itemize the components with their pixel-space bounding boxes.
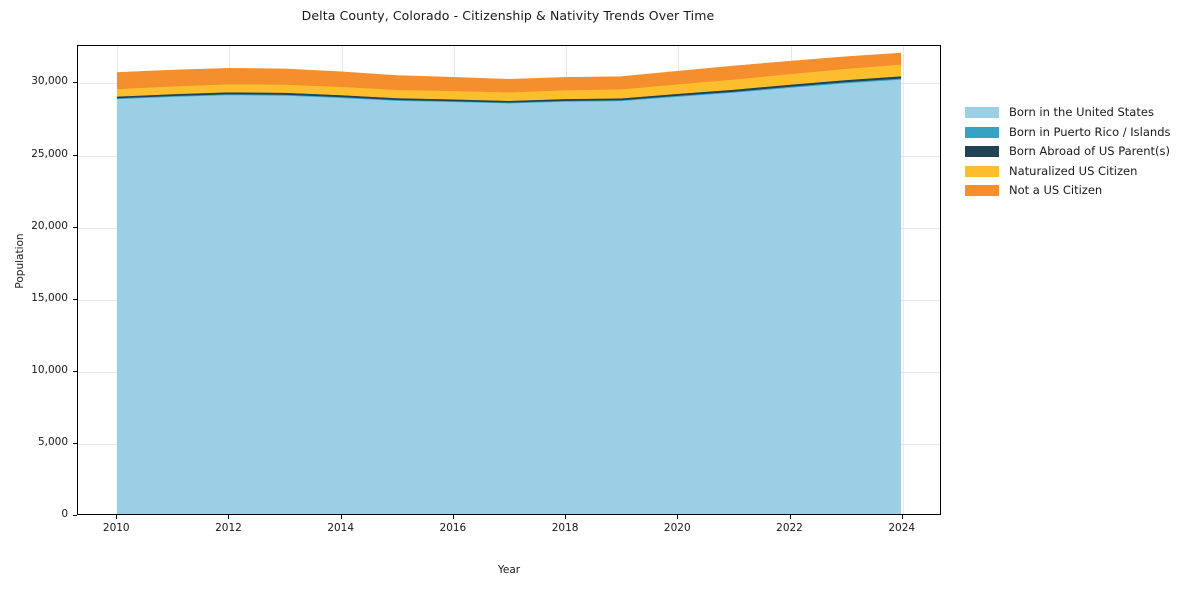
- legend-label: Born in the United States: [1009, 105, 1154, 119]
- legend-color-swatch: [965, 185, 999, 197]
- legend-item[interactable]: Born Abroad of US Parent(s): [965, 142, 1171, 162]
- legend-color-swatch: [965, 146, 999, 158]
- gridline-vertical: [902, 46, 904, 514]
- chart-title: Delta County, Colorado - Citizenship & N…: [301, 8, 715, 23]
- x-axis-label: Year: [497, 564, 521, 576]
- y-axis-tick-mark: [73, 370, 77, 372]
- legend-label: Naturalized US Citizen: [1009, 163, 1138, 178]
- x-axis-tick-mark: [452, 515, 454, 519]
- legend-item[interactable]: Born in Puerto Rico / Islands: [965, 123, 1171, 143]
- legend-color-swatch: [965, 165, 999, 177]
- stacked-area-plot: [116, 52, 902, 514]
- x-axis-tick-label: 2014: [327, 522, 355, 534]
- x-axis-tick-mark: [116, 515, 118, 519]
- legend-color-swatch: [965, 107, 999, 119]
- y-axis-tick-mark: [73, 154, 77, 156]
- y-axis-tick-mark: [73, 82, 77, 84]
- x-axis-tick-label: 2018: [551, 522, 579, 534]
- y-axis-tick-label: 10,000: [31, 363, 68, 376]
- y-axis-tick-label: 0: [61, 508, 68, 520]
- area-series: [116, 78, 902, 514]
- area-series: [116, 52, 902, 93]
- x-axis-tick-label: 2022: [776, 522, 803, 534]
- x-axis-tick-mark: [901, 515, 903, 519]
- y-axis-tick-label: 30,000: [31, 75, 68, 88]
- y-axis-tick-label: 20,000: [31, 219, 68, 232]
- y-axis-tick-mark: [73, 515, 77, 516]
- legend-label: Not a US Citizen: [1009, 183, 1103, 197]
- legend-label: Born Abroad of US Parent(s): [1009, 144, 1170, 158]
- x-axis-tick-label: 2010: [102, 522, 130, 534]
- legend-item[interactable]: Born in the United States: [965, 103, 1171, 123]
- legend-item[interactable]: Not a US Citizen: [965, 181, 1171, 201]
- x-axis-tick-label: 2020: [663, 522, 691, 534]
- x-axis-tick-mark: [677, 515, 679, 519]
- x-axis-tick-label: 2024: [888, 522, 916, 534]
- plot-area: [77, 45, 941, 515]
- x-axis-tick-label: 2012: [215, 522, 242, 534]
- x-axis-tick-label: 2016: [439, 522, 467, 534]
- y-axis-tick-label: 5,000: [37, 435, 68, 448]
- y-axis-tick-mark: [73, 298, 77, 300]
- legend-label: Born in Puerto Rico / Islands: [1009, 124, 1171, 139]
- y-axis-tick-mark: [73, 442, 77, 444]
- y-axis-label: Population: [14, 233, 26, 289]
- x-axis-tick-mark: [340, 515, 342, 519]
- x-axis-tick-mark: [565, 515, 567, 519]
- legend-item[interactable]: Naturalized US Citizen: [965, 162, 1171, 182]
- chart-legend: Born in the United States Born in Puerto …: [965, 103, 1171, 201]
- x-axis-tick-mark: [228, 515, 230, 519]
- legend-color-swatch: [965, 126, 999, 138]
- y-axis-tick-label: 15,000: [31, 291, 68, 304]
- x-axis-tick-mark: [789, 515, 791, 519]
- y-axis-tick-mark: [73, 226, 77, 228]
- y-axis-tick-label: 25,000: [31, 147, 68, 160]
